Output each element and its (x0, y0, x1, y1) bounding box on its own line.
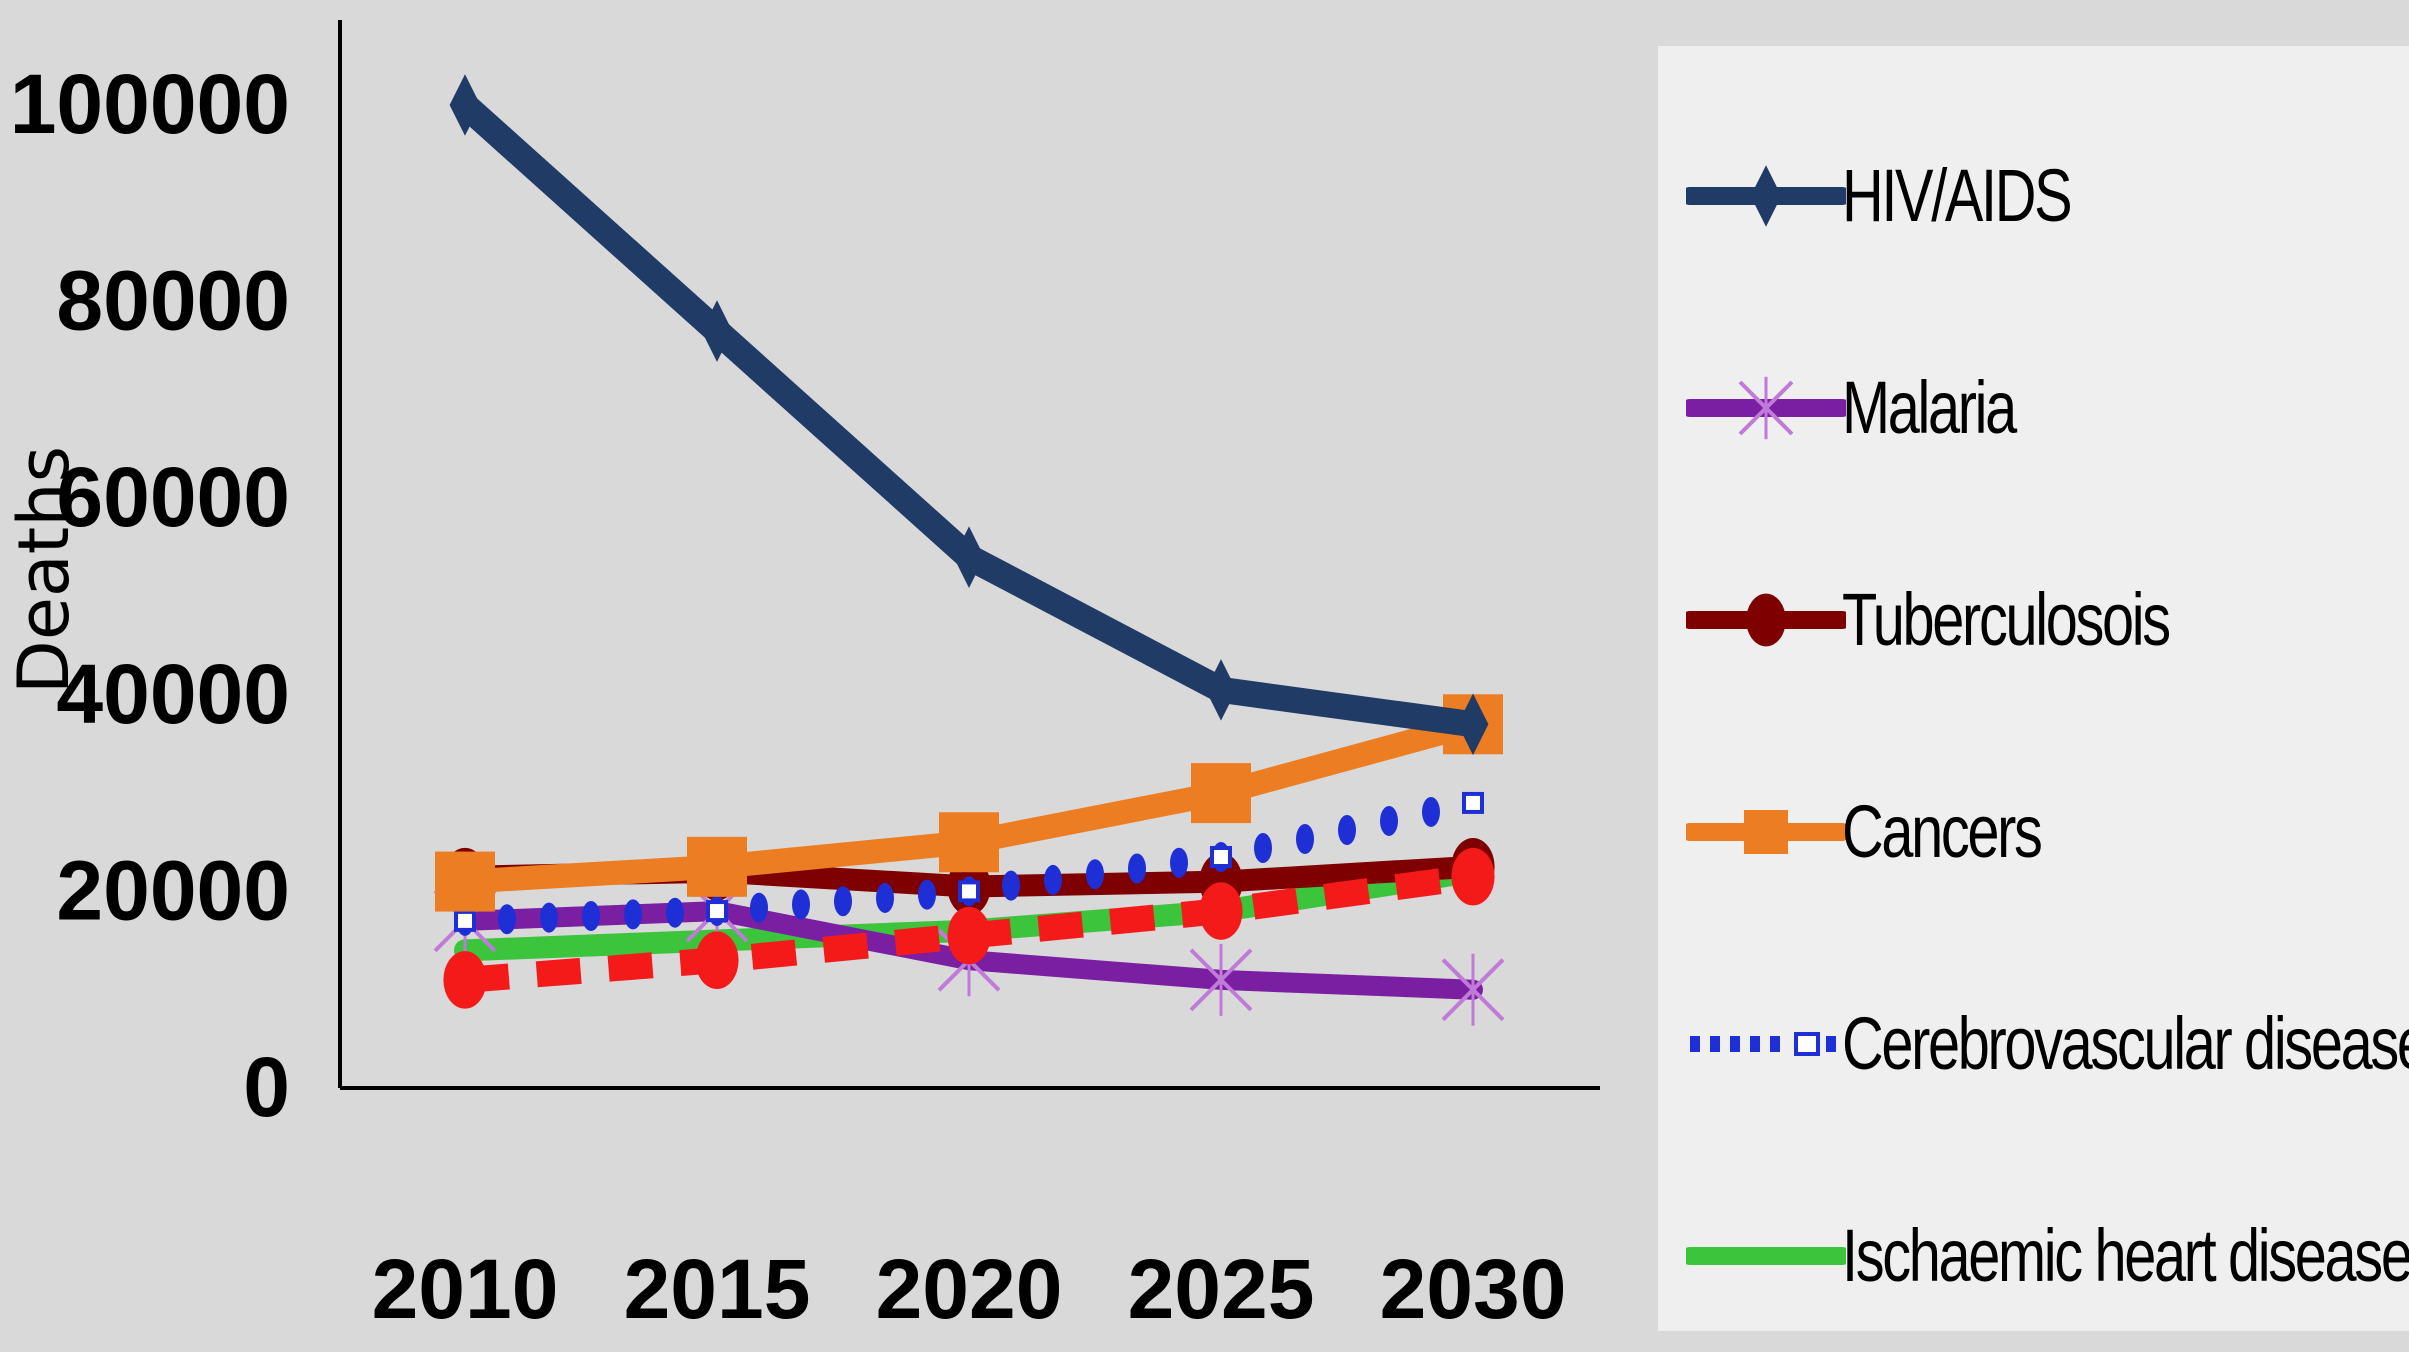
data-point-square (1191, 763, 1251, 824)
data-point-x (1189, 943, 1253, 1016)
data-point-square-open (1210, 845, 1232, 868)
data-point-x (1441, 953, 1505, 1026)
series-lines (433, 74, 1505, 1026)
data-point-diamond (701, 300, 733, 362)
data-point-circle (1199, 882, 1243, 940)
data-point-diamond (1750, 165, 1782, 227)
x-tick-label: 2015 (624, 1242, 811, 1336)
dot-segment (1044, 864, 1062, 895)
x-tick-labels: 2010 2015 2020 2025 2030 (372, 1242, 1567, 1336)
dot-segment (792, 889, 810, 920)
dot-segment (750, 892, 768, 923)
legend-item: HIV/AIDS (1658, 136, 2409, 256)
data-point-circle (695, 931, 739, 990)
legend-label: HIV/AIDS (1842, 154, 2073, 237)
y-tick-label: 0 (243, 1040, 290, 1134)
dot-segment (1380, 805, 1398, 836)
data-point-x (1738, 376, 1794, 440)
y-tick-label: 20000 (56, 843, 290, 937)
data-point-square-open (454, 909, 476, 932)
dot-segment (540, 902, 558, 933)
y-tick-label: 60000 (56, 450, 290, 544)
data-point-circle (443, 951, 487, 1009)
x-tick-label: 2010 (372, 1242, 559, 1336)
legend-label: Malaria (1842, 366, 2017, 449)
y-tick-label: 80000 (56, 254, 290, 348)
data-point-square (687, 836, 747, 897)
dot-segment (918, 879, 936, 910)
legend-swatch (1686, 376, 1846, 440)
dot-segment (1338, 814, 1356, 845)
dot-segment (498, 904, 516, 935)
dot-segment (1086, 859, 1104, 890)
data-point-square-open (1462, 791, 1484, 814)
legend-item: Malaria (1658, 348, 2409, 468)
y-tick-labels: 0 20000 40000 60000 80000 100000 (10, 57, 290, 1134)
legend-swatch (1690, 1032, 1836, 1056)
legend-item: Cerebrovascular disease (1658, 984, 2409, 1104)
y-tick-label: 100000 (10, 57, 290, 151)
legend-label: Ischaemic heart disease (1842, 1214, 2409, 1297)
data-point-circle (947, 906, 991, 965)
legend-label: Cerebrovascular disease (1842, 1002, 2409, 1085)
legend-swatch (1686, 810, 1846, 854)
series-cancers (435, 694, 1503, 912)
legend-label: Tuberculosois (1842, 578, 2171, 661)
series-unlabeled-red-dashed (443, 847, 1495, 1009)
data-point-circle (1746, 593, 1786, 647)
x-tick-label: 2025 (1128, 1242, 1315, 1336)
x-tick-label: 2030 (1380, 1242, 1567, 1336)
legend-item: Tuberculosois (1658, 560, 2409, 680)
data-point-diamond (1457, 693, 1489, 756)
data-point-diamond (1205, 659, 1237, 721)
dot-segment (666, 897, 684, 928)
dot-segment (1128, 853, 1146, 884)
y-axis-title: Deaths (3, 446, 85, 694)
legend-swatch (1686, 1247, 1846, 1265)
dot-segment (1254, 832, 1272, 863)
legend-label: Cancers (1842, 790, 2043, 873)
data-point-square (939, 812, 999, 873)
data-point-diamond (449, 74, 481, 136)
series-hiv-aids (449, 74, 1489, 756)
legend-item: Ischaemic heart disease (1658, 1196, 2409, 1316)
data-point-square-open (706, 900, 728, 923)
dot-segment (1170, 847, 1188, 878)
x-tick-label: 2020 (876, 1242, 1063, 1336)
dot-segment (876, 882, 894, 913)
dot-segment (1422, 796, 1440, 827)
data-point-square (435, 851, 495, 912)
dot-segment (1296, 823, 1314, 854)
dot-segment (1002, 870, 1020, 901)
legend: HIV/AIDS Malaria Tuberculosois Cancers Cereb… (1658, 46, 2409, 1331)
y-tick-label: 40000 (56, 647, 290, 741)
data-point-circle (1451, 847, 1495, 906)
data-point-square-open (958, 880, 980, 903)
legend-item: Cancers (1658, 772, 2409, 892)
axes: Deaths (3, 20, 1600, 1090)
legend-swatch (1686, 593, 1846, 647)
data-point-square (1744, 810, 1788, 854)
dot-segment (624, 899, 642, 930)
legend-swatch (1686, 165, 1846, 227)
series-cerebrovascular-disease (454, 791, 1484, 936)
data-point-diamond (953, 526, 985, 588)
series-line (452, 92, 1486, 738)
dot-segment (582, 900, 600, 931)
dot-segment (834, 886, 852, 917)
